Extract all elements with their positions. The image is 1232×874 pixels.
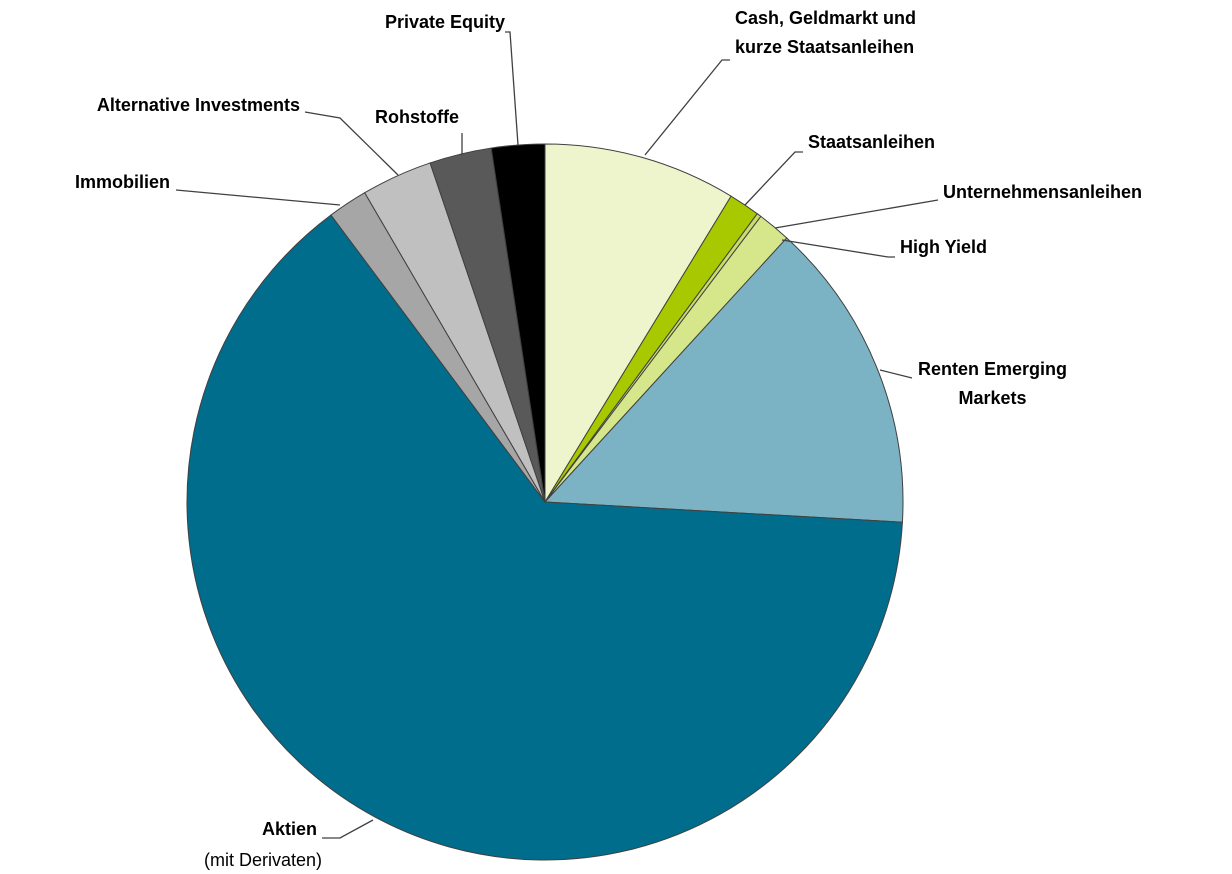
leader-line (304, 111, 399, 176)
slice-label: Immobilien (74, 172, 170, 192)
leader-line (774, 199, 939, 229)
leader-line (879, 369, 913, 379)
slice-label: High Yield (900, 237, 988, 257)
slice-label: Unternehmensanleihen (943, 182, 1143, 202)
slice-label: Cash, Geldmarkt und kurze Staatsanleihen (735, 8, 917, 57)
slice-label: Staatsanleihen (808, 132, 936, 152)
leader-line (781, 239, 895, 258)
pie-slice (543, 237, 904, 523)
slice-note: (mit Derivaten) (203, 850, 322, 870)
pie-slice (186, 214, 903, 861)
leader-line (505, 31, 519, 146)
slice-label: Rohstoffe (375, 107, 459, 127)
slice-label: Private Equity (384, 12, 505, 32)
pie-slice (544, 143, 732, 504)
slice-label: Renten Emerging Markets (918, 359, 1068, 408)
leader-line (322, 819, 374, 839)
slice-label: Alternative Investments (96, 95, 300, 115)
slice-label: Aktien (261, 819, 317, 839)
leader-line (175, 189, 341, 206)
leader-line (744, 151, 803, 206)
leader-line (644, 59, 730, 156)
pie-slice (490, 143, 546, 503)
leader-lines (175, 31, 939, 839)
